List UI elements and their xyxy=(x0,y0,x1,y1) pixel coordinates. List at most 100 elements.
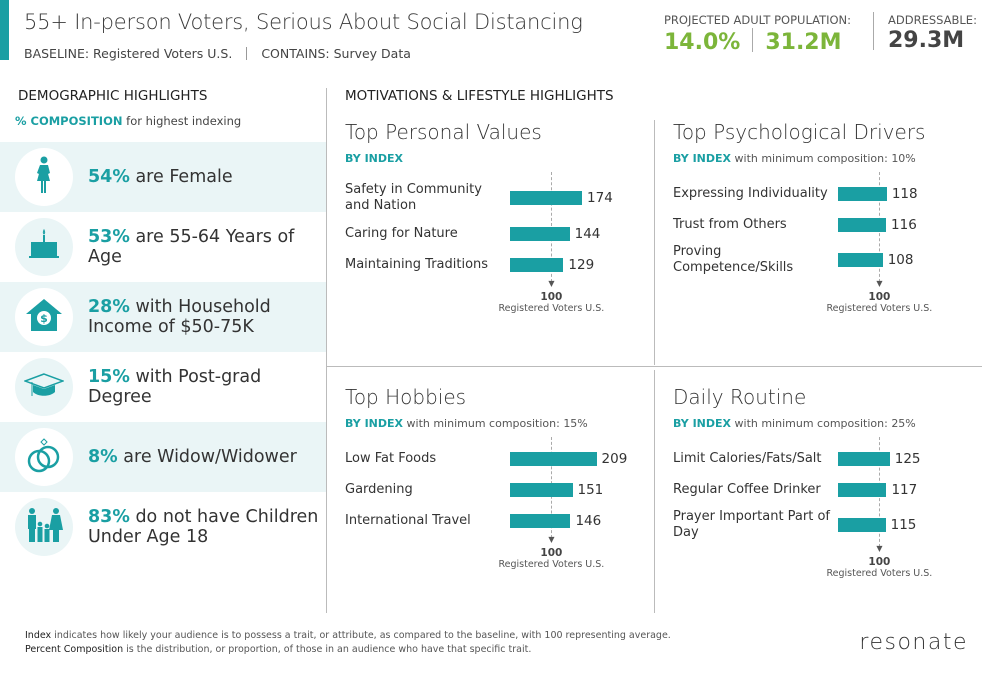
bar xyxy=(838,253,883,267)
demographic-text: 54% are Female xyxy=(88,167,233,187)
divider xyxy=(326,88,327,613)
icon-circle xyxy=(15,428,73,486)
bar-label: Regular Coffee Drinker xyxy=(673,481,821,497)
reference-marker: ▼ 100 Registered Voters U.S. xyxy=(809,544,949,580)
chart-title: Daily Routine xyxy=(673,385,807,409)
bar-row: Caring for Nature 144 xyxy=(345,218,645,249)
demographic-item: $ 28% with Household Income of $50-75K xyxy=(0,282,326,352)
index-note: Index indicates how likely your audience… xyxy=(25,630,671,641)
bar-value: 151 xyxy=(577,481,604,498)
bar-label: Gardening xyxy=(345,481,413,497)
chart-subtitle: BY INDEX with minimum composition: 15% xyxy=(345,417,588,430)
bar-label: Low Fat Foods xyxy=(345,450,437,466)
bar-row: Trust from Others 116 xyxy=(673,209,973,240)
icon-circle xyxy=(15,148,73,206)
bar-label: International Travel xyxy=(345,512,471,528)
bar-row: Maintaining Traditions 129 xyxy=(345,249,645,280)
composition-note: % COMPOSITION for highest indexing xyxy=(15,114,242,128)
composition-footnote: Percent Composition is the distribution,… xyxy=(25,644,532,655)
reference-marker: ▼ 100 Registered Voters U.S. xyxy=(809,279,949,315)
reference-marker: ▼ 100 Registered Voters U.S. xyxy=(481,280,621,315)
demographic-item: 8% are Widow/Widower xyxy=(0,422,326,492)
projected-population: PROJECTED ADULT POPULATION: 14.0% 31.2M xyxy=(664,13,851,55)
bar xyxy=(838,186,887,201)
bar-label: Expressing Individuality xyxy=(673,185,828,201)
bar-label: Caring for Nature xyxy=(345,225,458,241)
reference-marker: ▼ 100 Registered Voters U.S. xyxy=(481,535,621,571)
bar-label: Prayer Important Part of Day xyxy=(673,509,830,540)
chart-title: Top Hobbies xyxy=(345,385,467,409)
bar-value: 209 xyxy=(601,450,628,467)
chart-subtitle: BY INDEX xyxy=(345,152,404,165)
bar-value: 129 xyxy=(568,256,595,273)
bar-label: Limit Calories/Fats/Salt xyxy=(673,450,822,466)
arrow-down-icon: ▼ xyxy=(548,535,555,544)
arrow-down-icon: ▼ xyxy=(876,279,883,288)
addressable-count: 29.3M xyxy=(888,28,965,53)
addressable: ADDRESSABLE: 29.3M xyxy=(888,13,977,53)
accent-bar xyxy=(0,0,9,60)
bar-row: Safety in Community and Nation 174 xyxy=(345,178,645,218)
baseline: BASELINE: Registered Voters U.S. xyxy=(24,46,233,61)
birthday-cake-icon xyxy=(27,228,61,266)
bar-row: Limit Calories/Fats/Salt 125 xyxy=(673,443,973,474)
chart-panel: Daily Routine BY INDEX with minimum comp… xyxy=(673,385,973,579)
chart-title: Top Personal Values xyxy=(345,120,542,144)
icon-circle xyxy=(15,358,73,416)
chart-subtitle: BY INDEX with minimum composition: 10% xyxy=(673,152,916,165)
demographic-text: 53% are 55-64 Years of Age xyxy=(88,227,295,267)
bar-row: Regular Coffee Drinker 117 xyxy=(673,474,973,505)
wedding-rings-icon xyxy=(26,435,62,479)
bar-value: 108 xyxy=(887,252,914,268)
demographic-item: 53% are 55-64 Years of Age xyxy=(0,212,326,282)
bar xyxy=(838,518,886,532)
bar-row: International Travel 146 xyxy=(345,505,645,536)
bar xyxy=(838,217,887,232)
demographic-heading: DEMOGRAPHIC HIGHLIGHTS xyxy=(18,88,208,104)
family-icon xyxy=(25,507,63,547)
icon-circle: $ xyxy=(15,288,73,346)
bar-value: 116 xyxy=(891,216,917,233)
bar-value: 144 xyxy=(574,225,601,242)
female-icon xyxy=(34,156,54,198)
demographic-item: 83% do not have Children Under Age 18 xyxy=(0,492,326,562)
contains: CONTAINS: Survey Data xyxy=(261,46,411,61)
icon-circle xyxy=(15,218,73,276)
svg-text:$: $ xyxy=(40,312,48,325)
projected-pct: 14.0% xyxy=(664,30,741,55)
chart-panel: Top Psychological Drivers BY INDEX with … xyxy=(673,120,973,314)
bar-value: 125 xyxy=(894,450,921,467)
bar xyxy=(838,482,887,497)
bar-label: Trust from Others xyxy=(673,216,787,232)
house-dollar-icon: $ xyxy=(25,298,63,336)
page-title: 55+ In-person Voters, Serious About Soci… xyxy=(24,10,583,34)
arrow-down-icon: ▼ xyxy=(876,544,883,553)
chart-panel: Top Personal Values BY INDEX Safety in C… xyxy=(345,120,645,314)
demographic-item: 15% with Post-grad Degree xyxy=(0,352,326,422)
bar-value: 117 xyxy=(891,481,918,498)
demographic-text: 8% are Widow/Widower xyxy=(88,447,297,467)
subtitle: BASELINE: Registered Voters U.S. CONTAINS… xyxy=(24,46,411,61)
bar-row: Prayer Important Part of Day 115 xyxy=(673,505,973,545)
bar-row: Gardening 151 xyxy=(345,474,645,505)
bar xyxy=(510,257,564,272)
chart-subtitle: BY INDEX with minimum composition: 25% xyxy=(673,417,916,430)
resonate-logo: resonate xyxy=(859,630,968,655)
bar xyxy=(838,451,890,466)
chart-title: Top Psychological Drivers xyxy=(673,120,926,144)
bar-label: Maintaining Traditions xyxy=(345,256,489,272)
bar-row: Proving Competence/Skills 108 xyxy=(673,240,973,280)
demographic-text: 83% do not have Children Under Age 18 xyxy=(88,507,319,547)
bar xyxy=(510,513,571,528)
motivations-heading: MOTIVATIONS & LIFESTYLE HIGHLIGHTS xyxy=(345,88,614,104)
bar-row: Low Fat Foods 209 xyxy=(345,443,645,474)
demographic-text: 28% with Household Income of $50-75K xyxy=(88,297,271,337)
bar-value: 146 xyxy=(575,512,602,529)
bar-value: 118 xyxy=(891,185,918,202)
graduation-cap-icon xyxy=(22,370,66,404)
bar-label: Proving Competence/Skills xyxy=(673,244,794,275)
projected-count: 31.2M xyxy=(765,30,842,55)
demographic-text: 15% with Post-grad Degree xyxy=(88,367,262,407)
projected-label: PROJECTED ADULT POPULATION: xyxy=(664,13,852,27)
bar xyxy=(510,451,597,466)
